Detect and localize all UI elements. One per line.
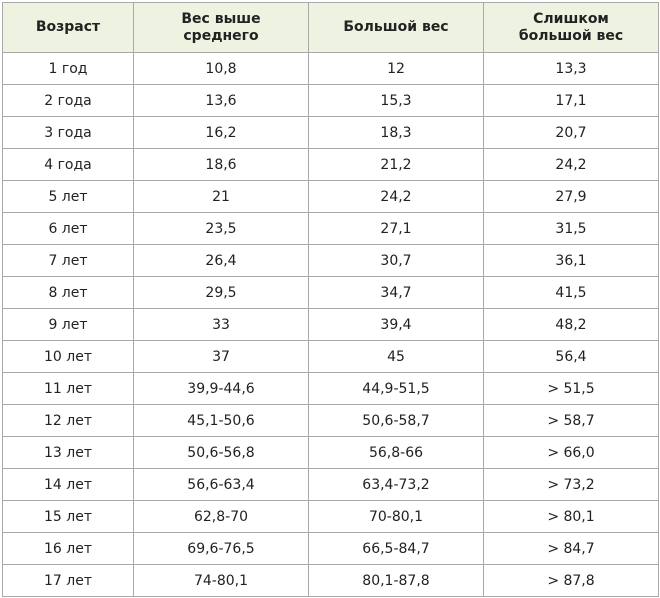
header-cell: Большой вес: [308, 2, 484, 53]
table-cell: > 66,0: [483, 436, 659, 469]
table-cell: 5 лет: [2, 180, 134, 213]
header-text: Большой вес: [343, 19, 449, 35]
table-cell: 3 года: [2, 116, 134, 149]
table-row: 9 лет 33 39,4 48,2: [2, 308, 659, 341]
table-cell: 17,1: [483, 84, 659, 117]
table-cell: 63,4-73,2: [308, 468, 484, 501]
table-cell: 56,8-66: [308, 436, 484, 469]
table-cell: > 87,8: [483, 564, 659, 597]
table-cell: 29,5: [133, 276, 309, 309]
table-cell: 30,7: [308, 244, 484, 277]
table-row: 7 лет 26,4 30,7 36,1: [2, 244, 659, 277]
table-body: 1 год 10,8 12 13,3 2 года 13,6 15,3 17,1 3 года 1…: [2, 52, 659, 597]
table-cell: 13 лет: [2, 436, 134, 469]
table-cell: 27,1: [308, 212, 484, 245]
table-cell: 50,6-58,7: [308, 404, 484, 437]
table-row: 11 лет 39,9-44,6 44,9-51,5 > 51,5: [2, 372, 659, 405]
table-row: 17 лет 74-80,1 80,1-87,8 > 87,8: [2, 564, 659, 597]
table-cell: 17 лет: [2, 564, 134, 597]
table-cell: 10 лет: [2, 340, 134, 373]
table-cell: 56,6-63,4: [133, 468, 309, 501]
table-cell: 10,8: [133, 52, 309, 85]
table-cell: 26,4: [133, 244, 309, 277]
table-cell: 80,1-87,8: [308, 564, 484, 597]
table-cell: 2 года: [2, 84, 134, 117]
table-cell: 31,5: [483, 212, 659, 245]
table-cell: 18,6: [133, 148, 309, 181]
header-cell: Слишком большой вес: [483, 2, 659, 53]
table-cell: 39,4: [308, 308, 484, 341]
table-cell: 41,5: [483, 276, 659, 309]
table-cell: 48,2: [483, 308, 659, 341]
table-row: 5 лет 21 24,2 27,9: [2, 180, 659, 213]
table-cell: 74-80,1: [133, 564, 309, 597]
table-cell: 15,3: [308, 84, 484, 117]
table-row: 4 года 18,6 21,2 24,2: [2, 148, 659, 181]
table-cell: 7 лет: [2, 244, 134, 277]
table-cell: 66,5-84,7: [308, 532, 484, 565]
table-cell: 20,7: [483, 116, 659, 149]
table-row: 15 лет 62,8-70 70-80,1 > 80,1: [2, 500, 659, 533]
table-cell: 70-80,1: [308, 500, 484, 533]
table-row: 14 лет 56,6-63,4 63,4-73,2 > 73,2: [2, 468, 659, 501]
table-cell: 23,5: [133, 212, 309, 245]
header-text: Вес выше среднего: [181, 10, 261, 44]
table-cell: 69,6-76,5: [133, 532, 309, 565]
table-cell: 6 лет: [2, 212, 134, 245]
table-row: 6 лет 23,5 27,1 31,5: [2, 212, 659, 245]
table-cell: 15 лет: [2, 500, 134, 533]
header-cell: Возраст: [2, 2, 134, 53]
table-cell: 33: [133, 308, 309, 341]
table-cell: 34,7: [308, 276, 484, 309]
table-cell: 4 года: [2, 148, 134, 181]
table-cell: 62,8-70: [133, 500, 309, 533]
table-cell: 44,9-51,5: [308, 372, 484, 405]
table-cell: 45: [308, 340, 484, 373]
table-row: 2 года 13,6 15,3 17,1: [2, 84, 659, 117]
table-row: 8 лет 29,5 34,7 41,5: [2, 276, 659, 309]
table-cell: 13,6: [133, 84, 309, 117]
table-cell: 56,4: [483, 340, 659, 373]
header-text: Возраст: [35, 19, 101, 35]
table-row: 1 год 10,8 12 13,3: [2, 52, 659, 85]
table-cell: 45,1-50,6: [133, 404, 309, 437]
table-row: 3 года 16,2 18,3 20,7: [2, 116, 659, 149]
table-cell: 16,2: [133, 116, 309, 149]
table-cell: 36,1: [483, 244, 659, 277]
table-cell: > 80,1: [483, 500, 659, 533]
table-row: 13 лет 50,6-56,8 56,8-66 > 66,0: [2, 436, 659, 469]
header-row: Возраст Вес выше среднего Большой вес Слишк…: [2, 2, 659, 53]
table-cell: 21: [133, 180, 309, 213]
table-cell: > 73,2: [483, 468, 659, 501]
table-cell: 18,3: [308, 116, 484, 149]
table-cell: 37: [133, 340, 309, 373]
table-cell: 9 лет: [2, 308, 134, 341]
table-cell: 24,2: [483, 148, 659, 181]
table-cell: 39,9-44,6: [133, 372, 309, 405]
table-cell: 12: [308, 52, 484, 85]
table-cell: 16 лет: [2, 532, 134, 565]
table-cell: 11 лет: [2, 372, 134, 405]
table-cell: 12 лет: [2, 404, 134, 437]
table-cell: 13,3: [483, 52, 659, 85]
table-cell: 21,2: [308, 148, 484, 181]
header-text: Слишком большой вес: [518, 10, 624, 44]
table-row: 16 лет 69,6-76,5 66,5-84,7 > 84,7: [2, 532, 659, 565]
table-cell: 24,2: [308, 180, 484, 213]
table-cell: 14 лет: [2, 468, 134, 501]
table-row: 12 лет 45,1-50,6 50,6-58,7 > 58,7: [2, 404, 659, 437]
header-cell: Вес выше среднего: [133, 2, 309, 53]
table-cell: > 84,7: [483, 532, 659, 565]
table-cell: > 51,5: [483, 372, 659, 405]
table-cell: 8 лет: [2, 276, 134, 309]
table-cell: > 58,7: [483, 404, 659, 437]
table-cell: 27,9: [483, 180, 659, 213]
table-cell: 50,6-56,8: [133, 436, 309, 469]
table-row: 10 лет 37 45 56,4: [2, 340, 659, 373]
table-cell: 1 год: [2, 52, 134, 85]
